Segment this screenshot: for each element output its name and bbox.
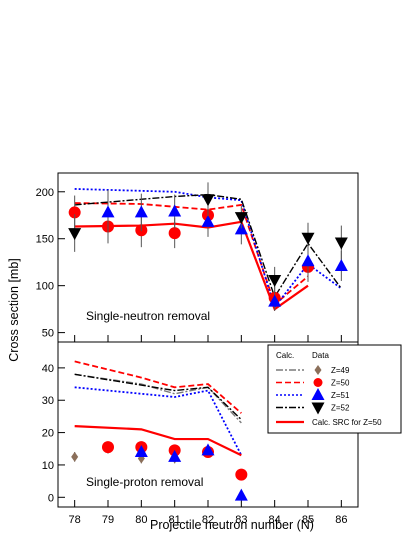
neutron-removal-panel: 50 100 150 200 Single-neutron removal bbox=[36, 172, 359, 343]
legend-marker bbox=[313, 378, 323, 387]
x-tick-label: 82 bbox=[202, 514, 214, 526]
legend-entry-label: Z=49 bbox=[331, 366, 350, 375]
legend-header-data: Data bbox=[312, 351, 329, 360]
data-point-z-52 bbox=[201, 194, 215, 207]
neutron-annotation: Single-neutron removal bbox=[86, 309, 210, 323]
y-tick-label: 100 bbox=[36, 281, 54, 293]
x-tick-label: 84 bbox=[269, 514, 281, 526]
y-tick-label: 30 bbox=[42, 395, 54, 407]
data-point-z-52 bbox=[68, 228, 82, 241]
x-tick-label: 85 bbox=[302, 514, 314, 526]
x-tick-label: 78 bbox=[69, 514, 81, 526]
data-point-z-51 bbox=[134, 445, 148, 457]
legend-entry-label: Z=52 bbox=[331, 404, 350, 413]
x-tick-label: 83 bbox=[235, 514, 247, 526]
legend-marker bbox=[311, 402, 325, 415]
data-point-z-51 bbox=[168, 204, 182, 217]
y-tick-label: 10 bbox=[42, 460, 54, 472]
legend-entry-label: Z=51 bbox=[331, 391, 350, 400]
data-point-z-52 bbox=[301, 232, 315, 245]
data-point-z-51 bbox=[134, 205, 148, 218]
data-point-z-51 bbox=[168, 449, 182, 462]
calc-line-calc-src-for-z-50 bbox=[74, 425, 242, 457]
legend-header-calc: Calc. bbox=[276, 351, 294, 360]
y-tick-label: 40 bbox=[42, 363, 54, 375]
proton-annotation: Single-proton removal bbox=[86, 475, 203, 489]
legend-marker bbox=[314, 365, 322, 375]
data-point-z-50 bbox=[168, 227, 181, 240]
calc-line-z-50 bbox=[74, 360, 242, 414]
legend-marker bbox=[311, 388, 325, 400]
legend-src-label: Calc. SRC for Z=50 bbox=[312, 418, 382, 427]
y-tick-label: 50 bbox=[42, 328, 54, 340]
data-point-z-51 bbox=[301, 254, 315, 267]
data-point-z-49 bbox=[71, 451, 79, 462]
y-axis-label: Cross section [mb] bbox=[7, 258, 21, 362]
y-tick-label: 150 bbox=[36, 234, 54, 246]
data-point-z-51 bbox=[334, 258, 348, 271]
legend-box bbox=[267, 344, 402, 434]
data-point-z-51 bbox=[268, 294, 282, 307]
data-point-z-50 bbox=[102, 441, 114, 454]
data-point-z-51 bbox=[201, 214, 215, 227]
x-tick-label: 80 bbox=[135, 514, 147, 526]
data-point-z-52 bbox=[334, 237, 348, 250]
x-tick-label: 81 bbox=[169, 514, 181, 526]
y-tick-label: 0 bbox=[48, 492, 54, 504]
data-point-z-52 bbox=[268, 275, 282, 288]
data-point-z-50 bbox=[235, 468, 248, 481]
calc-line-z-52 bbox=[74, 373, 242, 421]
y-tick-label: 200 bbox=[36, 187, 54, 199]
proton-removal-panel: 0 10 20 30 40 78 79 80 81 82 83 84 85 86 Single-proton… bbox=[42, 341, 359, 526]
x-tick-label: 86 bbox=[335, 514, 347, 526]
calc-line-z-51 bbox=[74, 386, 243, 456]
data-point-z-50 bbox=[68, 206, 81, 219]
data-point-z-52 bbox=[234, 212, 248, 225]
data-point-z-51 bbox=[234, 488, 248, 501]
calc-line-z-49 bbox=[74, 373, 242, 424]
x-tick-label: 79 bbox=[102, 514, 114, 526]
calc-line-z-50 bbox=[74, 202, 309, 306]
y-tick-label: 20 bbox=[42, 428, 54, 440]
data-point-z-51 bbox=[101, 205, 115, 218]
data-point-z-51 bbox=[201, 443, 215, 456]
x-axis-label: Projectile neutron number (N) bbox=[150, 518, 314, 532]
legend-entry-label: Z=50 bbox=[331, 379, 350, 388]
